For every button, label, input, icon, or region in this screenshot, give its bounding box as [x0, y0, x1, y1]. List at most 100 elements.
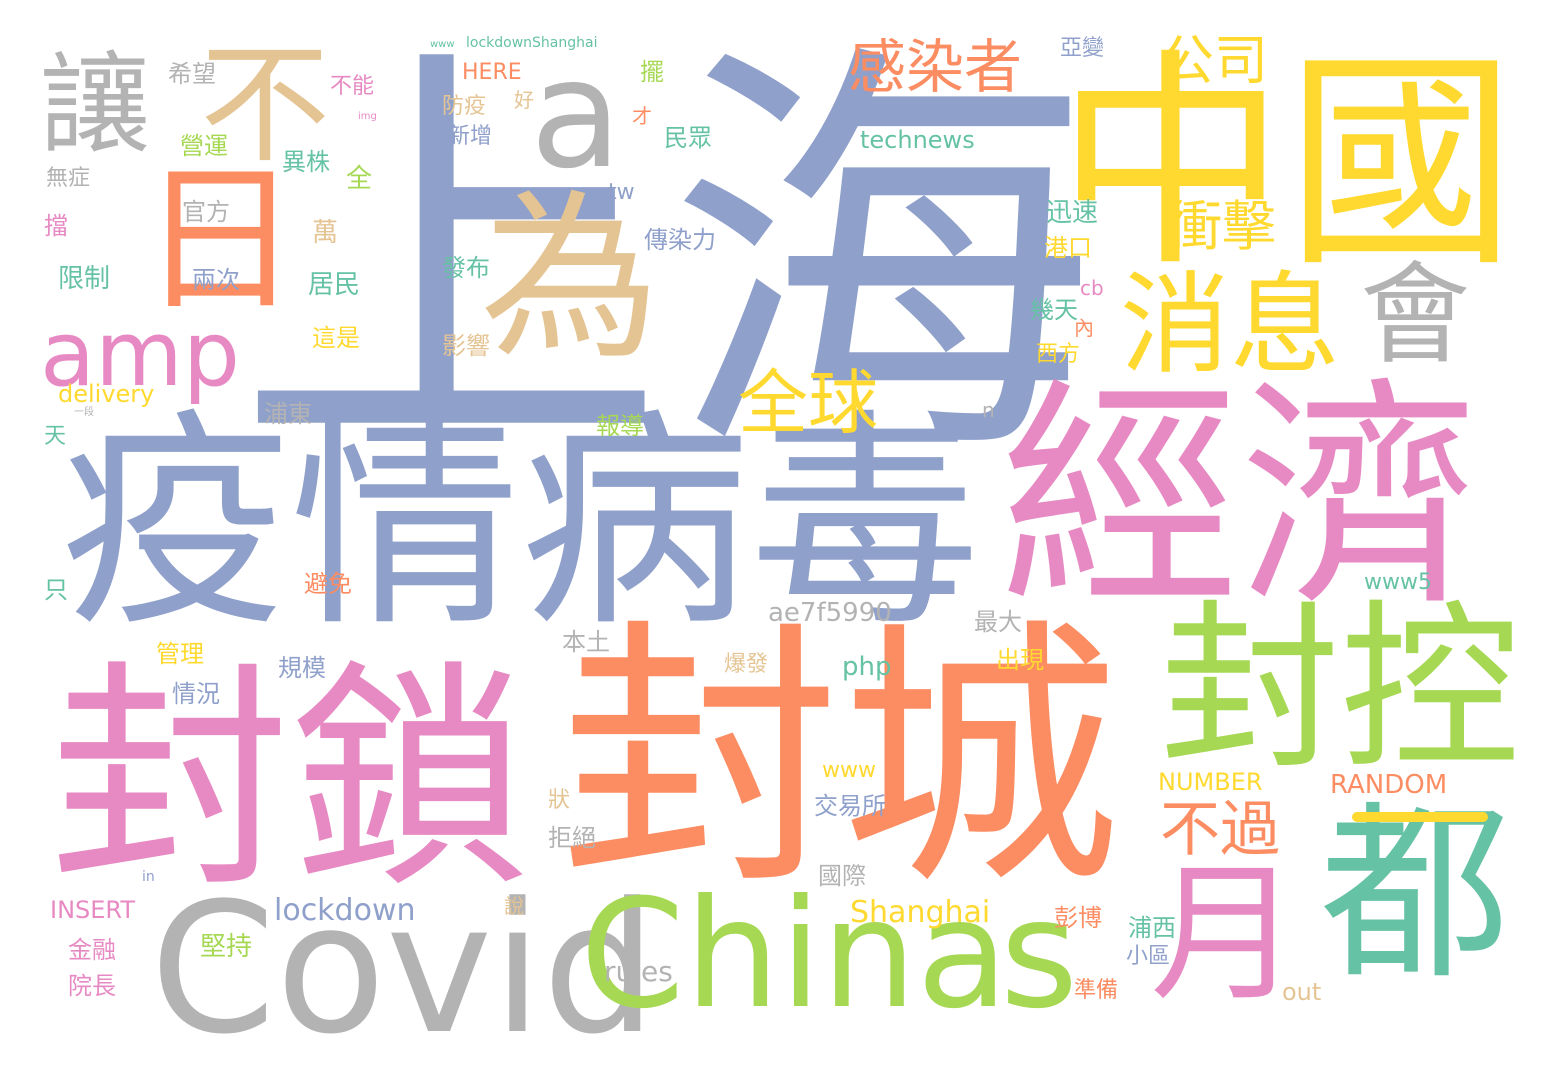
word-say: 說	[504, 894, 524, 918]
word-international: 國際	[818, 862, 866, 890]
word-port: 港口	[1044, 234, 1092, 262]
word-lockdownshanghai: lockdownShanghai	[466, 35, 598, 51]
word-insert: INSERT	[50, 896, 136, 924]
word-global: 全球	[738, 362, 878, 444]
word-outbreak: 爆發	[724, 652, 769, 677]
word-local: 本土	[562, 628, 610, 656]
word-cb: cb	[1080, 276, 1104, 300]
word-let: 讓	[40, 41, 150, 169]
word-img: img	[358, 111, 377, 122]
word-new: 新增	[448, 124, 493, 149]
word-sky: 天	[44, 424, 67, 449]
word-state: 狀	[548, 788, 571, 813]
word-only: 只	[44, 576, 68, 604]
word-lockdown-city: 封城	[560, 597, 1120, 923]
word-this-is: 這是	[312, 324, 360, 352]
word-puxi: 浦西	[1128, 914, 1176, 942]
word-report: 報導	[596, 412, 644, 440]
word-community: 小區	[1126, 944, 1171, 969]
word-control: 封控	[1160, 585, 1521, 794]
word-www-small: www	[430, 39, 455, 50]
word-inside: 內	[1074, 316, 1094, 340]
word-asymptomatic: 無症	[46, 166, 91, 191]
word-lockdown: lockdown	[274, 893, 416, 928]
word-for: 為	[480, 175, 661, 384]
word-capital: 都	[1320, 784, 1511, 1005]
word-in: in	[142, 869, 155, 885]
word-rapid: 迅速	[1046, 198, 1099, 228]
word-random: RANDOM	[1330, 770, 1448, 800]
word-swing: 擺	[640, 58, 664, 86]
word-a: a	[530, 28, 622, 202]
word-impact: 衝擊	[1168, 195, 1276, 258]
word-technews: technews	[860, 126, 975, 154]
word-china-en: China	[580, 868, 1009, 1042]
word-shanghai: 上海	[236, 11, 1096, 511]
word-block: 擋	[44, 212, 68, 240]
word-avoid: 避免	[304, 570, 352, 598]
word-good: 好	[514, 88, 534, 112]
word-official: 官方	[182, 198, 230, 226]
word-prepare: 準備	[1074, 978, 1119, 1003]
word-covid: Covid	[150, 865, 657, 1074]
word-not: 不	[200, 29, 331, 181]
word-day: 日	[140, 146, 301, 333]
word-epidemic: 疫情	[60, 391, 521, 658]
word-number: NUMBER	[1158, 768, 1263, 796]
word-company: 公司	[1160, 29, 1268, 92]
word-will: 會	[1360, 251, 1470, 379]
word-www5: www5	[1364, 570, 1432, 595]
word-cloud: 上海 中國 經濟 疫情 病毒 封城 封鎖 封控 Covid China s 都 …	[40, 11, 1521, 1060]
word-period: 一段	[74, 407, 94, 418]
word-insist: 堅持	[200, 932, 253, 962]
word-twice: 兩次	[192, 266, 240, 294]
word-here: HERE	[462, 60, 522, 85]
word-operation: 營運	[180, 132, 228, 160]
word-out: out	[1282, 978, 1322, 1006]
word-virus: 病毒	[520, 391, 981, 658]
word-s: s	[1000, 868, 1079, 1042]
word-exchange: 交易所	[814, 792, 886, 820]
word-finance: 金融	[68, 936, 116, 964]
word-n: n	[982, 398, 995, 422]
word-ten-thousand: 萬	[312, 218, 339, 248]
word-publish: 發布	[442, 254, 490, 282]
word-php: php	[842, 652, 892, 682]
word-month: 月	[1150, 848, 1301, 1022]
word-prevention: 防疫	[442, 94, 487, 119]
word-shanghai-en: Shanghai	[850, 895, 991, 930]
word-management: 管理	[156, 640, 204, 668]
word-effect: 影響	[442, 332, 490, 360]
word-limit: 限制	[58, 264, 111, 294]
word-delivery: delivery	[58, 380, 155, 408]
word-largest: 最大	[974, 608, 1022, 636]
word-news: 消息	[1120, 261, 1340, 389]
word-tw: tw	[608, 180, 635, 205]
word-all: 全	[346, 164, 373, 194]
word-infected: 感染者	[848, 33, 1023, 101]
word-appear: 出現	[996, 646, 1044, 674]
word-situation: 情況	[172, 680, 220, 708]
word-scale: 規模	[278, 654, 326, 682]
word-dean: 院長	[68, 972, 116, 1000]
word-infectivity: 傳染力	[644, 226, 716, 254]
word-china-zh: 中國	[1056, 31, 1517, 298]
word-people: 民眾	[664, 124, 712, 152]
word-residents: 居民	[308, 270, 361, 300]
word-hope: 希望	[168, 60, 216, 88]
word-bloomberg: 彭博	[1054, 904, 1102, 932]
word-amp: amp	[40, 302, 240, 407]
decorative-bar	[1352, 812, 1488, 822]
word-www: www	[822, 758, 876, 783]
word-west: 西方	[1036, 342, 1081, 367]
word-refuse: 拒絕	[548, 824, 596, 852]
word-ae7f5990: ae7f5990	[768, 598, 892, 628]
word-rules: rules	[604, 955, 673, 988]
word-cannot: 不能	[330, 74, 375, 99]
word-however: 不過	[1160, 795, 1280, 865]
word-few-days: 幾天	[1030, 296, 1078, 324]
word-subvariant: 亞變	[1060, 36, 1105, 61]
word-pudong: 浦東	[264, 400, 312, 428]
word-only-then: 才	[632, 104, 652, 128]
word-seal: 封鎖	[50, 640, 531, 920]
